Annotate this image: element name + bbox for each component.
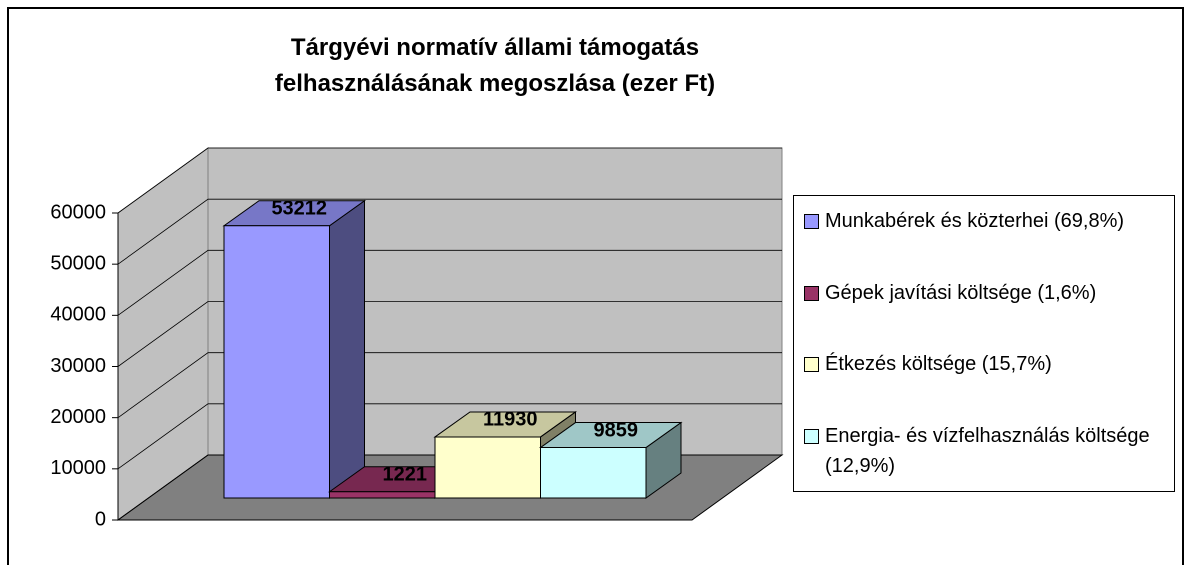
data-label: 1221 (383, 464, 428, 486)
bar-front (540, 447, 647, 499)
legend-item: Energia- és vízfelhasználás költsége (12… (804, 421, 1164, 481)
grid-line (117, 198, 782, 265)
legend-item: Munkabérek és közterhei (69,8%) (804, 206, 1164, 236)
legend-swatch (804, 214, 819, 229)
data-label: 53212 (271, 198, 327, 220)
legend-swatch (804, 428, 819, 444)
y-tick-label: 60000 (50, 201, 106, 223)
bar-front (434, 436, 541, 499)
bar (538, 421, 683, 499)
chart-title: Tárgyévi normatív állami támogatás felha… (274, 34, 716, 97)
grid-line (117, 352, 782, 418)
legend-swatch (804, 357, 819, 373)
y-tick-label: 40000 (50, 304, 106, 326)
bar-side (329, 199, 365, 499)
legend-label: Munkabérek és közterhei (69,8%) (825, 210, 1125, 232)
legend-item: Gépek javítási költsége (1,6%) (804, 278, 1164, 308)
grid-line (117, 301, 782, 367)
grid-line (117, 249, 782, 316)
grid-line (117, 403, 782, 470)
legend-swatch (804, 285, 819, 301)
y-tick-label: 10000 (50, 457, 106, 479)
legend-label: Étkezés költsége (15,7%) (825, 353, 1052, 376)
y-tick-label: 50000 (50, 252, 106, 274)
grid-line (117, 147, 782, 214)
y-tick-label: 20000 (50, 406, 106, 428)
bar-front (223, 225, 330, 499)
chart-frame (7, 7, 1184, 565)
legend: Munkabérek és közterhei (69,8%) Gépek jav… (793, 195, 1175, 492)
bar-front (329, 491, 436, 499)
legend-item: Étkezés költsége (15,7%) (804, 349, 1164, 379)
data-label: 9859 (594, 419, 639, 441)
y-tick-label: 30000 (50, 355, 106, 377)
legend-label: Energia- és vízfelhasználás költsége (12… (825, 424, 1150, 477)
y-tick-label: 0 (95, 508, 106, 530)
bar (222, 199, 367, 499)
data-label: 11930 (483, 409, 538, 431)
legend-label: Gépek javítási költsége (1,6%) (825, 281, 1097, 304)
